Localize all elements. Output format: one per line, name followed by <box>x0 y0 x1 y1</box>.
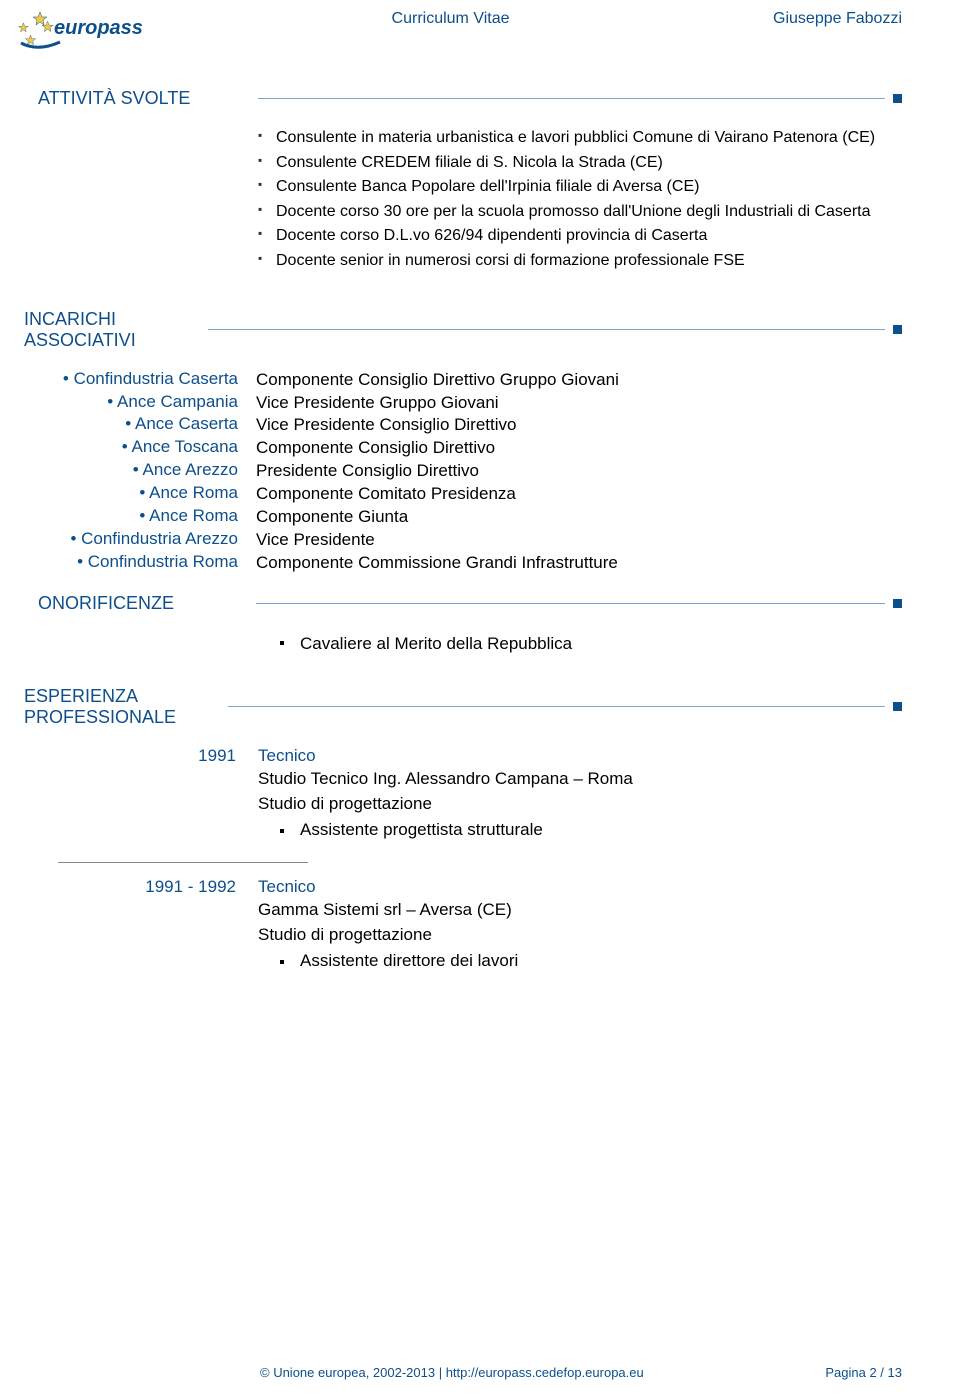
year: 1991 <box>38 746 258 844</box>
svg-text:europass: europass <box>54 17 143 39</box>
role: Componente Consiglio Direttivo Gruppo Gi… <box>256 369 902 392</box>
square-icon <box>893 599 902 608</box>
org: • Ance Campania <box>38 392 238 412</box>
org: • Ance Toscana <box>38 437 238 457</box>
role: Componente Comitato Presidenza <box>256 483 902 506</box>
list-item: Consulente Banca Popolare dell'Irpinia f… <box>258 176 875 198</box>
list-item: Consulente in materia urbanistica e lavo… <box>258 127 875 149</box>
company: Studio Tecnico Ing. Alessandro Campana –… <box>258 769 902 789</box>
job-type: Studio di progettazione <box>258 925 902 945</box>
list-item: Assistente direttore dei lavori <box>272 951 902 971</box>
footer-right: Pagina 2 / 13 <box>825 1365 902 1380</box>
company: Gamma Sistemi srl – Aversa (CE) <box>258 900 902 920</box>
section-rule <box>258 94 902 103</box>
job-title: Tecnico <box>258 746 902 766</box>
org: • Ance Arezzo <box>38 460 238 480</box>
role: Vice Presidente Gruppo Giovani <box>256 392 902 415</box>
europass-logo: europass <box>18 8 156 58</box>
section-title: ESPERIENZA PROFESSIONALE <box>24 686 228 728</box>
list-item: Consulente CREDEM filiale di S. Nicola l… <box>258 152 875 174</box>
header: europass Curriculum Vitae Giuseppe Faboz… <box>0 0 960 58</box>
section-title: INCARICHI ASSOCIATIVI <box>24 309 208 351</box>
content: ATTIVITÀ SVOLTE Consulente in materia ur… <box>0 58 960 975</box>
list-item: Cavaliere al Merito della Repubblica <box>272 632 572 656</box>
section-header-incarichi: INCARICHI ASSOCIATIVI <box>38 309 902 351</box>
role: Componente Consiglio Direttivo <box>256 437 902 460</box>
person-name: Giuseppe Fabozzi <box>773 10 902 28</box>
list-item: Assistente progettista strutturale <box>272 820 902 840</box>
list-item: Docente corso D.L.vo 626/94 dipendenti p… <box>258 225 875 247</box>
org: • Confindustria Roma <box>38 552 238 572</box>
page: europass Curriculum Vitae Giuseppe Faboz… <box>0 0 960 1398</box>
role: Vice Presidente <box>256 529 902 552</box>
section-header-attivita: ATTIVITÀ SVOLTE <box>38 88 902 109</box>
section-rule <box>256 599 902 608</box>
onorificenze-list: Cavaliere al Merito della Repubblica <box>258 632 572 660</box>
experience-detail: Tecnico Studio Tecnico Ing. Alessandro C… <box>258 746 902 844</box>
org: • Confindustria Caserta <box>38 369 238 389</box>
doc-title: Curriculum Vitae <box>392 10 510 28</box>
section-title: ATTIVITÀ SVOLTE <box>38 88 258 109</box>
job-type: Studio di progettazione <box>258 794 902 814</box>
role: Componente Giunta <box>256 506 902 529</box>
job-title: Tecnico <box>258 877 902 897</box>
square-icon <box>893 702 902 711</box>
experience-detail: Tecnico Gamma Sistemi srl – Aversa (CE) … <box>258 877 902 975</box>
square-icon <box>893 94 902 103</box>
footer: © Unione europea, 2002-2013 | http://eur… <box>0 1365 960 1380</box>
footer-left: © Unione europea, 2002-2013 | http://eur… <box>260 1365 644 1380</box>
org: • Ance Roma <box>38 506 238 526</box>
role: Componente Commissione Grandi Infrastrut… <box>256 552 902 575</box>
attivita-block: Consulente in materia urbanistica e lavo… <box>38 127 902 275</box>
section-rule <box>208 325 902 334</box>
experience-entry: 1991 Tecnico Studio Tecnico Ing. Alessan… <box>38 746 902 844</box>
org: • Confindustria Arezzo <box>38 529 238 549</box>
year: 1991 - 1992 <box>38 877 258 975</box>
section-title: ONORIFICENZE <box>38 593 256 614</box>
role: Vice Presidente Consiglio Direttivo <box>256 414 902 437</box>
role: Presidente Consiglio Direttivo <box>256 460 902 483</box>
attivita-list: Consulente in materia urbanistica e lavo… <box>258 127 875 275</box>
divider <box>58 862 308 863</box>
section-rule <box>228 702 902 711</box>
section-header-esperienza: ESPERIENZA PROFESSIONALE <box>38 686 902 728</box>
org: • Ance Caserta <box>38 414 238 434</box>
incarichi-block: • Confindustria Caserta Componente Consig… <box>38 369 902 575</box>
onorificenze-block: Cavaliere al Merito della Repubblica <box>38 632 902 660</box>
org: • Ance Roma <box>38 483 238 503</box>
list-item: Docente senior in numerosi corsi di form… <box>258 250 875 272</box>
list-item: Docente corso 30 ore per la scuola promo… <box>258 201 875 223</box>
experience-entry: 1991 - 1992 Tecnico Gamma Sistemi srl – … <box>38 877 902 975</box>
section-header-onorificenze: ONORIFICENZE <box>38 593 902 614</box>
square-icon <box>893 325 902 334</box>
